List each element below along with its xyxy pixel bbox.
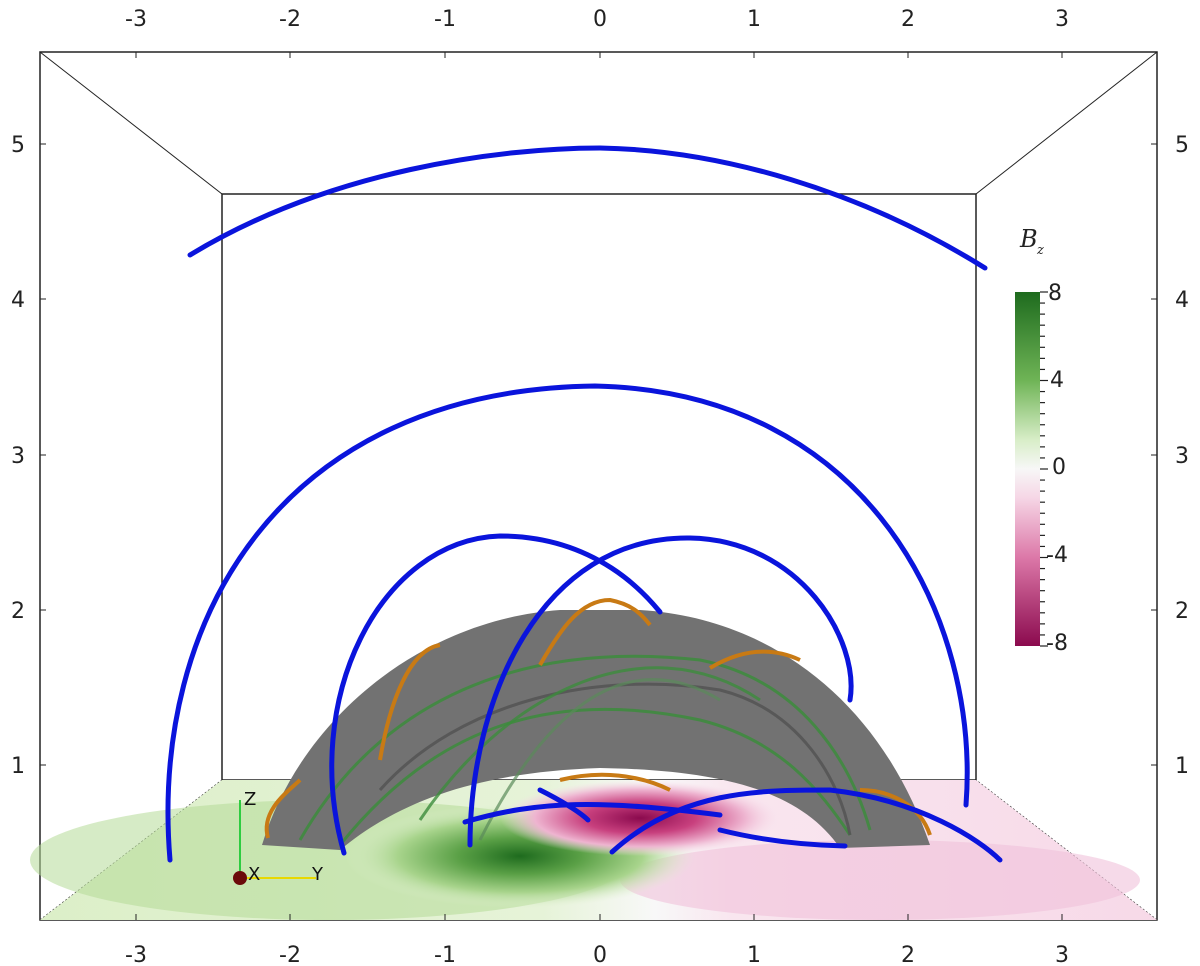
blue-line-low-4	[717, 827, 848, 849]
orange-line-6	[559, 772, 671, 792]
right-tick: 3	[1175, 444, 1189, 469]
orange-line-2	[378, 643, 441, 761]
inner-line-2	[338, 707, 852, 846]
blue-line-low-2	[609, 787, 1003, 863]
z-axis-label: Z	[244, 789, 256, 810]
left-axis-ticks: 5 4 3 2 1	[11, 133, 25, 779]
bottom-axis-ticks: -3 -2 -1 0 1 2 3	[125, 943, 1069, 966]
bottom-tick: -2	[279, 943, 301, 966]
orange-line-4	[708, 649, 801, 670]
inner-line-4	[418, 666, 761, 821]
top-tick: 3	[1055, 7, 1069, 32]
blue-line-low-3	[537, 787, 591, 823]
top-tick: -2	[279, 7, 301, 32]
inner-field-lines	[298, 654, 872, 846]
colorbar-gradient	[1015, 292, 1040, 646]
bottom-tick: 3	[1055, 943, 1069, 966]
floor-pink-band	[620, 840, 1140, 920]
blue-line-top-arc	[187, 145, 988, 271]
bottom-tick: -1	[434, 943, 456, 966]
inner-line-5	[478, 678, 721, 841]
bottom-tick: 0	[593, 943, 607, 966]
left-tick: 1	[11, 754, 25, 779]
corner-line-tl	[39, 51, 223, 195]
top-tick: 2	[901, 7, 915, 32]
orange-line-1	[264, 778, 302, 839]
colorbar-label-neg8: -8	[1046, 631, 1068, 656]
corner-line-tr	[975, 51, 1158, 195]
inner-line-1	[298, 654, 872, 841]
colorbar-subscript: z	[1036, 243, 1044, 258]
colorbar-label-0: 0	[1052, 455, 1066, 480]
top-tick: -3	[125, 7, 147, 32]
blue-field-lines	[165, 145, 1003, 863]
x-axis-label: X	[248, 864, 260, 885]
right-tick: 1	[1175, 754, 1189, 779]
bottom-tick: 1	[747, 943, 761, 966]
right-tick: 5	[1175, 133, 1189, 158]
colorbar-title: B	[1019, 225, 1038, 253]
blue-line-right-arc	[467, 535, 854, 848]
blue-line-large-arc	[165, 383, 970, 863]
colorbar-ticks	[1040, 291, 1048, 647]
top-axis-ticks: -3 -2 -1 0 1 2 3	[125, 7, 1069, 32]
right-axis-ticks: 5 4 3 2 1	[1175, 133, 1189, 779]
top-tick: 0	[593, 7, 607, 32]
bz-colorbar: B z 8 4 0 -4 -8	[1015, 225, 1068, 656]
left-tick: 4	[11, 288, 25, 313]
colorbar-label-neg4: -4	[1046, 543, 1068, 568]
blue-line-left-arc	[329, 533, 663, 856]
x-axis-marker	[233, 871, 247, 885]
right-tick: 4	[1175, 288, 1189, 313]
left-tick: 2	[11, 599, 25, 624]
top-tick: -1	[434, 7, 456, 32]
orange-field-lines	[264, 597, 932, 839]
bottom-tick: -3	[125, 943, 147, 966]
right-tick: 2	[1175, 599, 1189, 624]
bottom-tick: 2	[901, 943, 915, 966]
colorbar-label-8: 8	[1048, 281, 1062, 306]
left-tick: 3	[11, 444, 25, 469]
y-axis-label: Y	[311, 864, 324, 885]
top-tick: 1	[747, 7, 761, 32]
colorbar-label-4: 4	[1050, 368, 1064, 393]
frame-tick-marks	[40, 52, 1157, 920]
left-tick: 5	[11, 133, 25, 158]
orange-line-5	[859, 788, 932, 836]
orientation-axes: Z X Y	[233, 789, 324, 885]
orange-line-3	[538, 597, 652, 666]
